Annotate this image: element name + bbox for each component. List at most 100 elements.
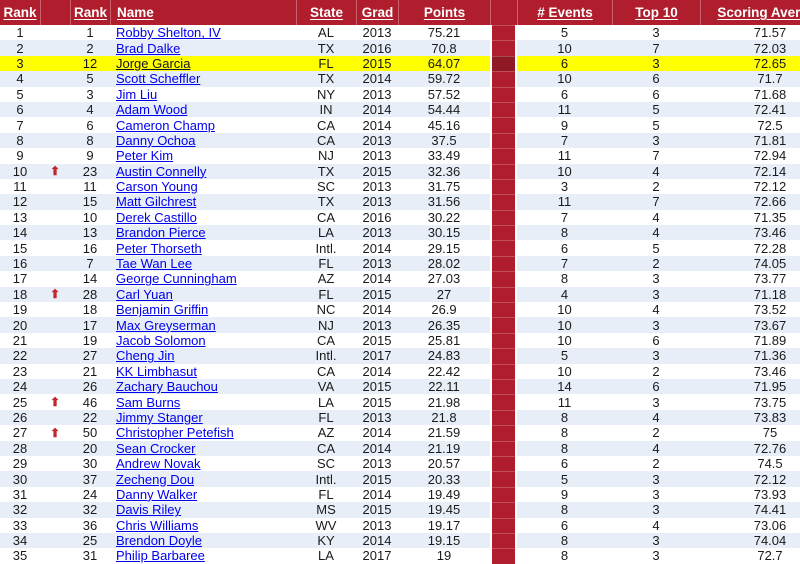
player-name-link[interactable]: Scott Scheffler (116, 71, 201, 87)
scoring-average-value: 74.05 (753, 256, 787, 272)
column-header-grad[interactable]: Grad (356, 0, 398, 25)
player-name-link[interactable]: Christopher Petefish (116, 425, 234, 441)
column-header-events[interactable]: # Events (517, 0, 612, 25)
column-header-points[interactable]: Points (398, 0, 490, 25)
player-name-link[interactable]: Carl Yuan (116, 286, 173, 302)
player-name-link[interactable]: Jim Liu (116, 86, 158, 102)
player-name-link[interactable]: Brad Dalke (116, 40, 181, 56)
player-name-link[interactable]: Brendon Doyle (116, 533, 202, 549)
player-name-link[interactable]: Sean Crocker (116, 440, 196, 456)
state-value: MS (316, 502, 336, 518)
player-name-link[interactable]: Carson Young (116, 179, 198, 195)
column-header-rank-previous-link[interactable]: Rank (73, 5, 107, 20)
scoring-average-value: 72.94 (753, 148, 787, 164)
player-name-link[interactable]: Chris Williams (116, 517, 199, 533)
divider-cell (490, 394, 517, 410)
grad-year-value: 2014 (362, 117, 392, 133)
divider-cell (490, 455, 517, 472)
top10-count-value: 5 (652, 117, 660, 133)
column-header-top10[interactable]: Top 10 (612, 0, 700, 25)
grad-year-value: 2015 (362, 394, 392, 410)
current-rank-value: 8 (16, 132, 24, 148)
column-header-name[interactable]: Name (110, 0, 296, 25)
column-header-grad-link[interactable]: Grad (361, 5, 394, 20)
column-header-rank-current-link[interactable]: Rank (3, 5, 37, 20)
rank-up-arrow-icon (40, 518, 70, 533)
player-name-link[interactable]: Peter Thorseth (116, 240, 202, 256)
player-name-link[interactable]: Cheng Jin (116, 348, 175, 364)
player-name-link[interactable]: Tae Wan Lee (116, 256, 193, 272)
current-rank-value: 24 (12, 379, 28, 395)
column-header-state[interactable]: State (296, 0, 356, 25)
player-name-link[interactable]: Philip Barbaree (116, 548, 205, 564)
state-value: CA (316, 363, 336, 379)
previous-rank-value: 10 (82, 209, 98, 225)
previous-rank-value: 19 (82, 333, 98, 348)
player-name-link[interactable]: Matt Gilchrest (116, 194, 197, 210)
player-name-link[interactable]: Andrew Novak (116, 456, 201, 472)
player-name-link[interactable]: George Cunningham (116, 271, 237, 287)
table-row: 1 1 Robby Shelton, IV AL 2013 75.21 5 3 … (0, 25, 800, 41)
column-header-scoring-average-link[interactable]: Scoring Average (717, 5, 800, 20)
player-name-link[interactable]: Zecheng Dou (116, 471, 195, 487)
grad-year-value: 2013 (362, 225, 392, 241)
table-row: 19 18 Benjamin Griffin NC 2014 26.9 10 4… (0, 302, 800, 318)
scoring-average-value: 72.28 (753, 240, 787, 256)
events-count-value: 8 (560, 440, 569, 456)
points-value: 21.8 (431, 409, 457, 425)
player-name-link[interactable]: Derek Castillo (116, 209, 197, 225)
player-name-link[interactable]: Peter Kim (116, 148, 174, 164)
player-name-link[interactable]: Davis Riley (116, 502, 182, 518)
player-name-link[interactable]: Austin Connelly (116, 163, 207, 179)
player-name-link[interactable]: Jacob Solomon (116, 333, 206, 348)
previous-rank-value: 4 (86, 102, 94, 118)
table-row: 21 19 Jacob Solomon CA 2015 25.81 10 6 7… (0, 332, 800, 349)
previous-rank-value: 2 (86, 40, 94, 56)
column-header-rank-current[interactable]: Rank (0, 0, 40, 25)
player-name-link[interactable]: Jimmy Stanger (116, 409, 203, 425)
player-name-link[interactable]: Cameron Champ (116, 117, 215, 133)
divider-cell (490, 317, 517, 333)
player-name-link[interactable]: Danny Ochoa (116, 132, 196, 148)
rank-up-arrow-icon (40, 471, 70, 486)
player-name-link[interactable]: Benjamin Griffin (116, 302, 209, 318)
player-name-cell: Jorge Garcia (110, 56, 296, 71)
column-header-points-link[interactable]: Points (423, 5, 466, 20)
column-header-state-link[interactable]: State (309, 5, 343, 20)
top10-count-value: 5 (652, 240, 660, 256)
scoring-average-value: 72.76 (753, 440, 787, 456)
player-name-link[interactable]: Danny Walker (116, 486, 198, 502)
scoring-average-value: 73.46 (753, 363, 787, 379)
player-name-link[interactable]: Robby Shelton, IV (116, 25, 221, 41)
player-name-link[interactable]: Max Greyserman (116, 317, 216, 333)
scoring-average-value: 72.14 (753, 163, 787, 179)
scoring-average-value: 71.57 (753, 25, 787, 41)
current-rank-value: 9 (16, 148, 24, 164)
state-value: NJ (318, 317, 334, 333)
column-header-scoring-average[interactable]: Scoring Average (700, 0, 800, 25)
column-header-events-link[interactable]: # Events (537, 5, 593, 20)
table-row: 14 13 Brandon Pierce LA 2013 30.15 8 4 7… (0, 225, 800, 241)
player-name-link[interactable]: Sam Burns (116, 394, 181, 410)
top10-count-value: 4 (652, 163, 660, 179)
top10-count-value: 4 (652, 517, 660, 533)
previous-rank-value: 50 (82, 425, 98, 441)
player-name-link[interactable]: Zachary Bauchou (116, 379, 218, 395)
state-value: LA (318, 394, 334, 410)
player-name-link[interactable]: Brandon Pierce (116, 225, 206, 241)
previous-rank-value: 36 (82, 517, 98, 533)
top10-count-value: 4 (652, 302, 660, 318)
player-name-cell: Chris Williams (110, 518, 296, 533)
player-name-link[interactable]: Jorge Garcia (116, 55, 191, 71)
current-rank-value: 10 (12, 163, 28, 179)
column-header-rank-previous[interactable]: Rank (70, 0, 110, 25)
state-value: Intl. (315, 240, 337, 256)
scoring-average-value: 71.95 (753, 379, 787, 395)
points-value: 70.8 (431, 40, 457, 56)
column-header-top10-link[interactable]: Top 10 (635, 5, 678, 20)
player-name-link[interactable]: Adam Wood (116, 102, 188, 118)
column-header-name-link[interactable]: Name (117, 5, 154, 20)
table-row: 35 31 Philip Barbaree LA 2017 19 8 3 72.… (0, 548, 800, 564)
player-name-link[interactable]: KK Limbhasut (116, 363, 197, 379)
current-rank-value: 15 (12, 240, 28, 256)
